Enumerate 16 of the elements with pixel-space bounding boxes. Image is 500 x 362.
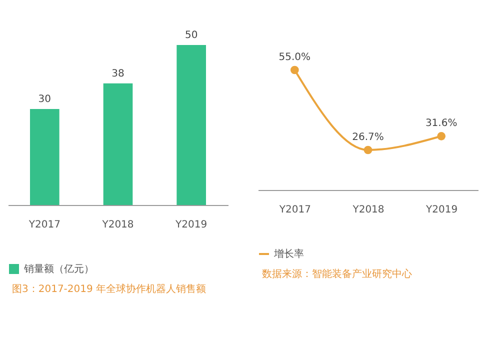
data-label: 50 — [184, 30, 198, 41]
data-label: 26.7% — [352, 132, 384, 143]
data-label: 55.0% — [278, 52, 311, 63]
caption: 图3：2017-2019 年全球协作机器人销售额 — [11, 282, 208, 296]
data-label: 30 — [38, 94, 52, 105]
source-note: 数据来源：智能装备产业研究中心 — [261, 268, 413, 281]
x-tick-label: Y2018 — [352, 204, 384, 216]
x-tick-label: Y2019 — [174, 220, 208, 230]
x-tick-label: Y2018 — [101, 220, 134, 230]
legend-label: 增长率 — [273, 248, 304, 260]
x-tick-label: Y2017 — [278, 204, 311, 216]
data-label: 31.6% — [425, 118, 458, 130]
x-tick-label: Y2019 — [425, 204, 458, 216]
legend-label: 销量额（亿元） — [23, 263, 94, 275]
data-label: 38 — [112, 68, 124, 80]
x-tick-label: Y2017 — [28, 220, 60, 230]
